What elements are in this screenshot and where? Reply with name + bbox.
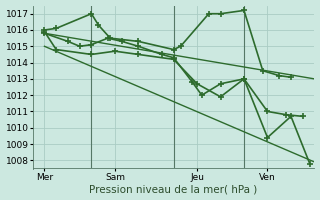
X-axis label: Pression niveau de la mer( hPa ): Pression niveau de la mer( hPa ): [90, 184, 258, 194]
